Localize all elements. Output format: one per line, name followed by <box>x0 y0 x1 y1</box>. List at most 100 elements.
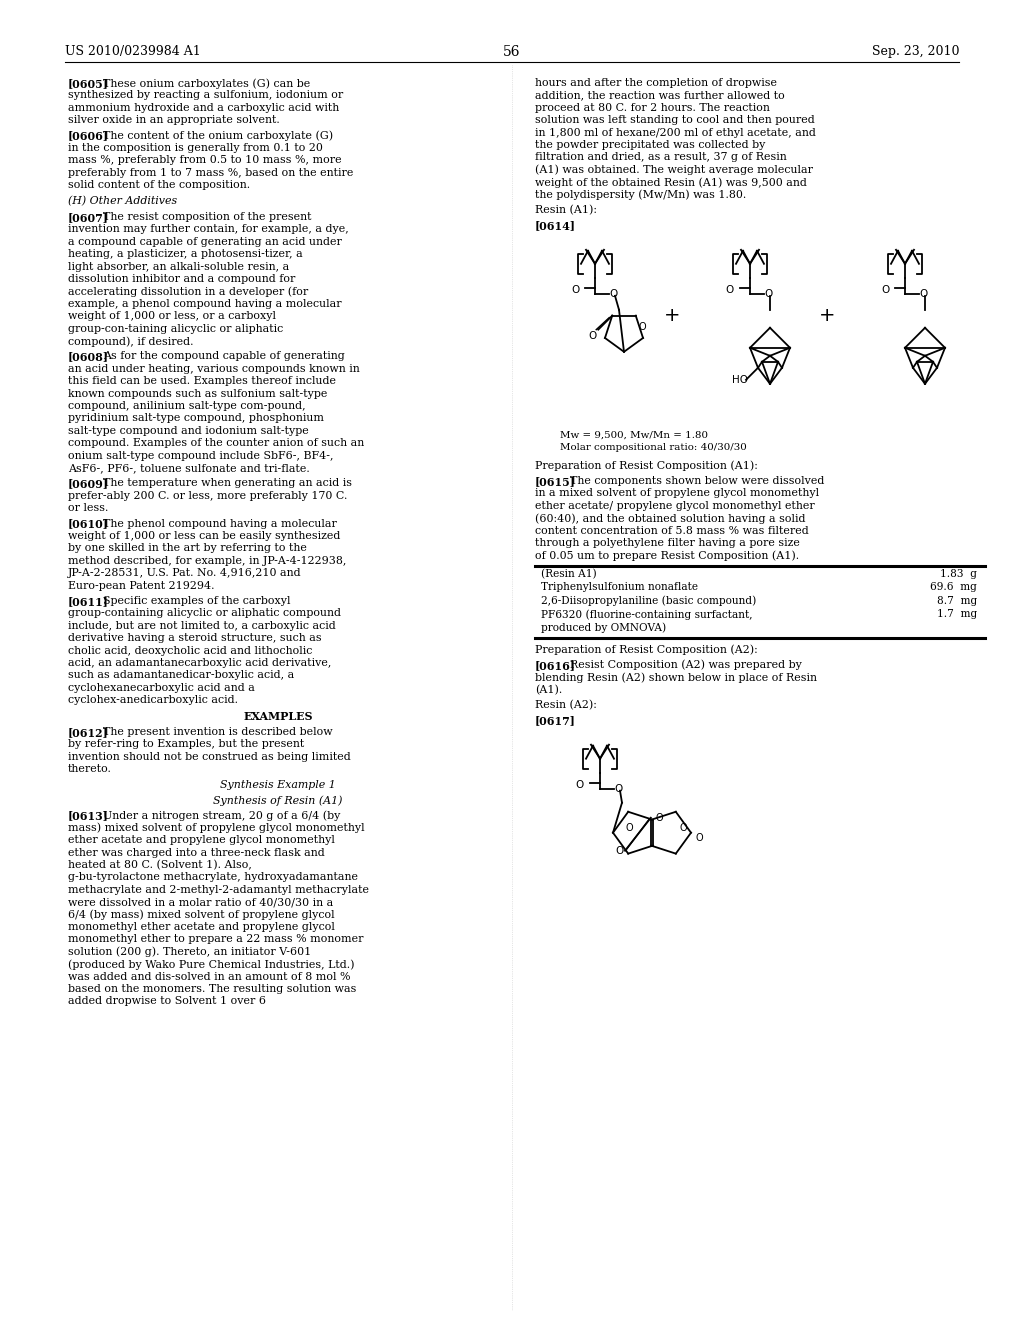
Text: derivative having a steroid structure, such as: derivative having a steroid structure, s… <box>68 634 322 643</box>
Text: 6/4 (by mass) mixed solvent of propylene glycol: 6/4 (by mass) mixed solvent of propylene… <box>68 909 335 920</box>
Text: heated at 80 C. (Solvent 1). Also,: heated at 80 C. (Solvent 1). Also, <box>68 861 252 870</box>
Text: ammonium hydroxide and a carboxylic acid with: ammonium hydroxide and a carboxylic acid… <box>68 103 339 112</box>
Text: (H) Other Additives: (H) Other Additives <box>68 195 177 206</box>
Text: O: O <box>919 289 928 298</box>
Text: (Resin A1): (Resin A1) <box>541 569 597 579</box>
Text: Resist Composition (A2) was prepared by: Resist Composition (A2) was prepared by <box>570 660 802 671</box>
Text: compound. Examples of the counter anion of such an: compound. Examples of the counter anion … <box>68 438 365 449</box>
Text: solution (200 g). Thereto, an initiator V-601: solution (200 g). Thereto, an initiator … <box>68 946 311 957</box>
Text: Resin (A1):: Resin (A1): <box>535 205 597 215</box>
Text: addition, the reaction was further allowed to: addition, the reaction was further allow… <box>535 90 784 100</box>
Text: added dropwise to Solvent 1 over 6: added dropwise to Solvent 1 over 6 <box>68 997 266 1006</box>
Text: known compounds such as sulfonium salt-type: known compounds such as sulfonium salt-t… <box>68 388 328 399</box>
Text: [0612]: [0612] <box>68 727 109 738</box>
Text: in the composition is generally from 0.1 to 20: in the composition is generally from 0.1… <box>68 143 323 153</box>
Text: was added and dis-solved in an amount of 8 mol %: was added and dis-solved in an amount of… <box>68 972 350 982</box>
Text: O: O <box>570 285 580 294</box>
Text: 56: 56 <box>503 45 521 59</box>
Text: Preparation of Resist Composition (A1):: Preparation of Resist Composition (A1): <box>535 461 758 471</box>
Text: acid, an adamantanecarboxylic acid derivative,: acid, an adamantanecarboxylic acid deriv… <box>68 657 332 668</box>
Text: monomethyl ether acetate and propylene glycol: monomethyl ether acetate and propylene g… <box>68 921 335 932</box>
Text: silver oxide in an appropriate solvent.: silver oxide in an appropriate solvent. <box>68 115 280 125</box>
Text: proceed at 80 C. for 2 hours. The reaction: proceed at 80 C. for 2 hours. The reacti… <box>535 103 770 112</box>
Text: accelerating dissolution in a developer (for: accelerating dissolution in a developer … <box>68 286 308 297</box>
Text: O: O <box>609 289 617 298</box>
Text: example, a phenol compound having a molecular: example, a phenol compound having a mole… <box>68 298 342 309</box>
Text: O: O <box>881 285 889 294</box>
Text: heating, a plasticizer, a photosensi-tizer, a: heating, a plasticizer, a photosensi-tiz… <box>68 249 303 259</box>
Text: Sep. 23, 2010: Sep. 23, 2010 <box>871 45 959 58</box>
Text: light absorber, an alkali-soluble resin, a: light absorber, an alkali-soluble resin,… <box>68 261 289 272</box>
Text: [0613]: [0613] <box>68 810 109 821</box>
Text: salt-type compound and iodonium salt-type: salt-type compound and iodonium salt-typ… <box>68 426 309 436</box>
Text: O: O <box>726 285 734 294</box>
Text: 1.7  mg: 1.7 mg <box>937 610 977 619</box>
Text: were dissolved in a molar ratio of 40/30/30 in a: were dissolved in a molar ratio of 40/30… <box>68 898 333 907</box>
Text: Specific examples of the carboxyl: Specific examples of the carboxyl <box>102 597 291 606</box>
Text: weight of 1,000 or less can be easily synthesized: weight of 1,000 or less can be easily sy… <box>68 531 340 541</box>
Text: The content of the onium carboxylate (G): The content of the onium carboxylate (G) <box>102 131 333 141</box>
Text: O: O <box>614 784 623 793</box>
Text: prefer-ably 200 C. or less, more preferably 170 C.: prefer-ably 200 C. or less, more prefera… <box>68 491 347 500</box>
Text: cholic acid, deoxycholic acid and lithocholic: cholic acid, deoxycholic acid and lithoc… <box>68 645 312 656</box>
Text: The phenol compound having a molecular: The phenol compound having a molecular <box>102 519 337 528</box>
Text: O: O <box>588 330 596 341</box>
Text: cyclohexanecarboxylic acid and a: cyclohexanecarboxylic acid and a <box>68 682 255 693</box>
Text: or less.: or less. <box>68 503 109 513</box>
Text: an acid under heating, various compounds known in: an acid under heating, various compounds… <box>68 364 359 374</box>
Text: content concentration of 5.8 mass % was filtered: content concentration of 5.8 mass % was … <box>535 525 809 536</box>
Text: Preparation of Resist Composition (A2):: Preparation of Resist Composition (A2): <box>535 644 758 655</box>
Text: compound, anilinium salt-type com-pound,: compound, anilinium salt-type com-pound, <box>68 401 305 411</box>
Text: [0609]: [0609] <box>68 478 109 490</box>
Text: These onium carboxylates (G) can be: These onium carboxylates (G) can be <box>102 78 310 88</box>
Text: compound), if desired.: compound), if desired. <box>68 337 194 347</box>
Text: ether acetate and propylene glycol monomethyl: ether acetate and propylene glycol monom… <box>68 836 335 845</box>
Text: pyridinium salt-type compound, phosphonium: pyridinium salt-type compound, phosphoni… <box>68 413 324 424</box>
Text: weight of 1,000 or less, or a carboxyl: weight of 1,000 or less, or a carboxyl <box>68 312 276 321</box>
Text: g-bu-tyrolactone methacrylate, hydroxyadamantane: g-bu-tyrolactone methacrylate, hydroxyad… <box>68 873 358 882</box>
Text: The components shown below were dissolved: The components shown below were dissolve… <box>570 477 824 486</box>
Text: (A1).: (A1). <box>535 685 562 694</box>
Text: onium salt-type compound include SbF6-, BF4-,: onium salt-type compound include SbF6-, … <box>68 450 334 461</box>
Text: group-containing alicyclic or aliphatic compound: group-containing alicyclic or aliphatic … <box>68 609 341 618</box>
Text: [0617]: [0617] <box>535 715 575 726</box>
Text: [0608]: [0608] <box>68 351 109 363</box>
Text: ether was charged into a three-neck flask and: ether was charged into a three-neck flas… <box>68 847 325 858</box>
Text: O: O <box>764 289 772 298</box>
Text: the polydispersity (Mw/Mn) was 1.80.: the polydispersity (Mw/Mn) was 1.80. <box>535 190 746 201</box>
Text: [0615]: [0615] <box>535 477 575 487</box>
Text: Triphenylsulfonium nonaflate: Triphenylsulfonium nonaflate <box>541 582 698 593</box>
Text: HO: HO <box>732 375 748 385</box>
Text: by refer-ring to Examples, but the present: by refer-ring to Examples, but the prese… <box>68 739 304 750</box>
Text: based on the monomers. The resulting solution was: based on the monomers. The resulting sol… <box>68 983 356 994</box>
Text: [0614]: [0614] <box>535 220 575 231</box>
Text: Under a nitrogen stream, 20 g of a 6/4 (by: Under a nitrogen stream, 20 g of a 6/4 (… <box>102 810 340 821</box>
Text: O: O <box>655 813 663 822</box>
Text: mass) mixed solvent of propylene glycol monomethyl: mass) mixed solvent of propylene glycol … <box>68 822 365 833</box>
Text: monomethyl ether to prepare a 22 mass % monomer: monomethyl ether to prepare a 22 mass % … <box>68 935 364 944</box>
Text: JP-A-2-28531, U.S. Pat. No. 4,916,210 and: JP-A-2-28531, U.S. Pat. No. 4,916,210 an… <box>68 568 302 578</box>
Text: mass %, preferably from 0.5 to 10 mass %, more: mass %, preferably from 0.5 to 10 mass %… <box>68 156 342 165</box>
Text: AsF6-, PF6-, toluene sulfonate and tri-flate.: AsF6-, PF6-, toluene sulfonate and tri-f… <box>68 463 309 473</box>
Text: O: O <box>626 822 633 833</box>
Text: this field can be used. Examples thereof include: this field can be used. Examples thereof… <box>68 376 336 387</box>
Text: filtration and dried, as a result, 37 g of Resin: filtration and dried, as a result, 37 g … <box>535 152 786 162</box>
Text: The resist composition of the present: The resist composition of the present <box>102 213 311 222</box>
Text: [0611]: [0611] <box>68 597 109 607</box>
Text: O: O <box>679 822 687 833</box>
Text: thereto.: thereto. <box>68 764 112 775</box>
Text: EXAMPLES: EXAMPLES <box>244 710 312 722</box>
Text: (A1) was obtained. The weight average molecular: (A1) was obtained. The weight average mo… <box>535 165 813 176</box>
Text: +: + <box>664 306 680 325</box>
Text: of 0.05 um to prepare Resist Composition (A1).: of 0.05 um to prepare Resist Composition… <box>535 550 799 561</box>
Text: (produced by Wako Pure Chemical Industries, Ltd.): (produced by Wako Pure Chemical Industri… <box>68 960 354 970</box>
Text: ether acetate/ propylene glycol monomethyl ether: ether acetate/ propylene glycol monometh… <box>535 500 815 511</box>
Text: 69.6  mg: 69.6 mg <box>930 582 977 593</box>
Text: Euro-pean Patent 219294.: Euro-pean Patent 219294. <box>68 581 214 590</box>
Text: The present invention is described below: The present invention is described below <box>102 727 333 737</box>
Text: Mw = 9,500, Mw/Mn = 1.80: Mw = 9,500, Mw/Mn = 1.80 <box>560 430 708 440</box>
Text: a compound capable of generating an acid under: a compound capable of generating an acid… <box>68 236 342 247</box>
Text: group-con-taining alicyclic or aliphatic: group-con-taining alicyclic or aliphatic <box>68 323 284 334</box>
Text: O: O <box>639 322 646 331</box>
Text: [0610]: [0610] <box>68 519 109 529</box>
